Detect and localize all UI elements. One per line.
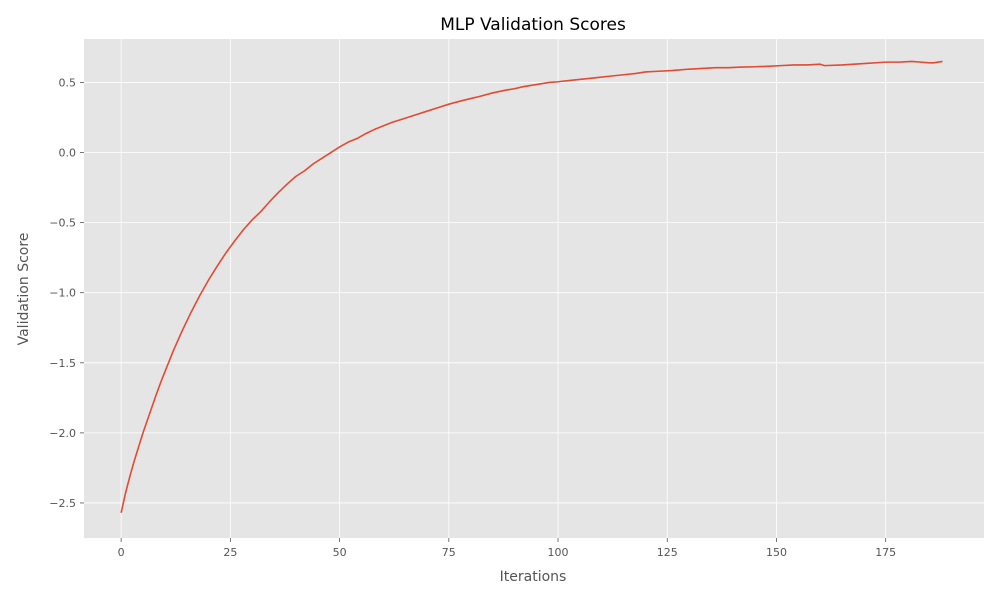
x-tick-label: 0 [118, 546, 125, 559]
y-tick-label: −2.5 [49, 497, 76, 510]
y-axis-label: Validation Score [16, 233, 32, 346]
series-line [120, 60, 943, 513]
x-tick-label: 75 [442, 546, 456, 559]
x-tick-label: 125 [657, 546, 678, 559]
series-layer [120, 60, 943, 513]
x-axis-ticks: 0 25 50 75 100 125 150 175 [118, 538, 896, 559]
y-tick-label: −2.0 [49, 427, 76, 440]
y-tick-label: −1.0 [49, 287, 76, 300]
y-tick-label: 0.0 [59, 147, 77, 160]
x-axis-label: Iterations [500, 569, 567, 585]
x-tick-label: 25 [223, 546, 237, 559]
y-axis-ticks: −2.5 −2.0 −1.5 −1.0 −0.5 0.0 0.5 [49, 76, 84, 510]
x-tick-label: 100 [548, 546, 569, 559]
y-tick-label: 0.5 [59, 76, 77, 89]
plot-area [84, 39, 984, 538]
grid-lines [84, 39, 984, 538]
x-tick-label: 175 [875, 546, 896, 559]
y-tick-label: −1.5 [49, 357, 76, 370]
x-tick-label: 150 [766, 546, 787, 559]
chart-title: MLP Validation Scores [440, 15, 626, 35]
y-tick-label: −0.5 [49, 217, 76, 230]
x-tick-label: 50 [333, 546, 347, 559]
